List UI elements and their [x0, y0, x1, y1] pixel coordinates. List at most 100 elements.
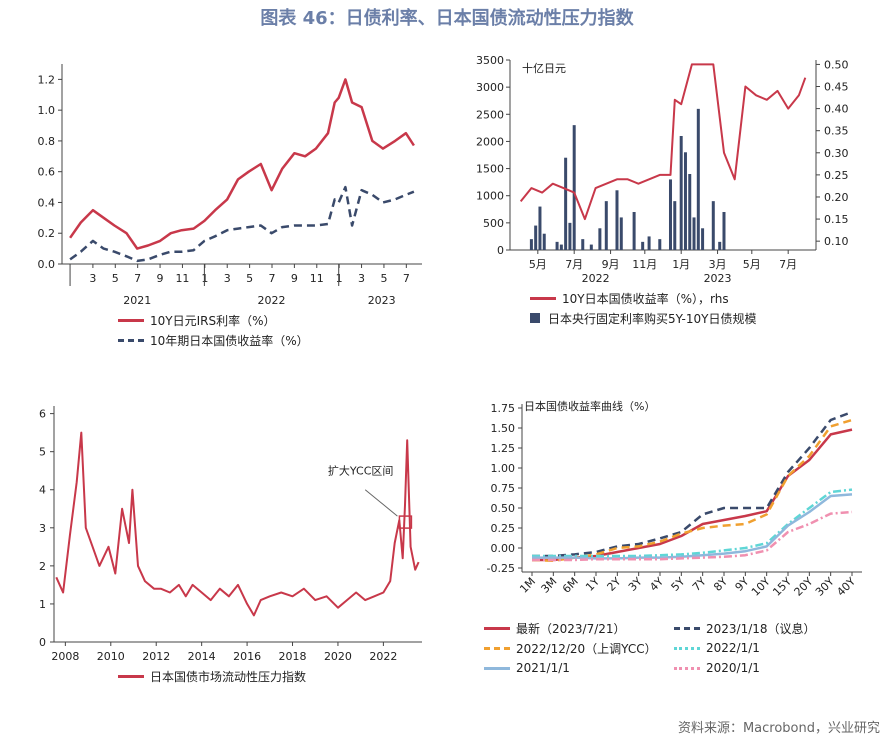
x-tick-label: 9月: [602, 258, 620, 271]
x-tick-label: 9Y: [733, 575, 752, 594]
legend-item: 2022/12/20（上调YCC）: [484, 638, 674, 658]
x-tick-label: 1月: [672, 258, 690, 271]
bar-purchase: [632, 212, 636, 250]
series-curve-line: [532, 410, 853, 558]
x-tick-label: 7: [269, 272, 276, 285]
x-tick-label: 3月: [709, 258, 727, 271]
y-tick-label: 0.25: [491, 522, 516, 535]
bar-purchase: [673, 201, 677, 250]
legend-swatch: [484, 623, 510, 633]
bar-purchase: [538, 206, 542, 250]
bar-purchase: [598, 228, 602, 250]
bar-purchase: [668, 179, 672, 250]
x-tick-label: 9: [157, 272, 164, 285]
bar-purchase: [581, 239, 585, 250]
annotation-label: 扩大YCC区间: [328, 464, 393, 478]
x-tick-label: 2014: [188, 650, 216, 663]
bar-purchase: [619, 217, 623, 250]
legend-yield-curve: 最新（2023/7/21） 2023/1/18（议息） 2022/12/20（上调Y…: [484, 618, 884, 678]
y-tick-label-right: 0.30: [824, 147, 849, 160]
y-tick-label: 0.4: [38, 196, 56, 209]
x-tick-label: 5: [380, 272, 387, 285]
x-tick-label: 2012: [142, 650, 170, 663]
bar-purchase: [568, 222, 572, 250]
y-tick-label-right: 0.20: [824, 191, 849, 204]
y-tick-label: -0.25: [487, 562, 515, 575]
x-tick-label: 40Y: [834, 575, 858, 599]
legend-swatch: [530, 293, 556, 303]
x-tick-label: 3M: [539, 575, 560, 596]
series-curve-line: [531, 418, 853, 563]
y-tick-label: 1.75: [491, 402, 516, 415]
bar-purchase: [572, 125, 576, 250]
series-curve-line: [532, 428, 853, 562]
legend-item: 2020/1/1: [674, 658, 874, 678]
series-curve-line: [532, 488, 853, 558]
legend-label: 日本国债市场流动性压力指数: [150, 669, 307, 684]
y-tick-label-left: 2000: [476, 135, 504, 148]
x-tick-label: 11月: [632, 258, 657, 271]
x-tick-label: 3: [358, 272, 365, 285]
legend-label: 最新（2023/7/21）: [516, 621, 626, 636]
bar-purchase: [615, 190, 619, 250]
legend-liquidity-index: 日本国债市场流动性压力指数: [118, 666, 306, 686]
x-tick-label: 5Y: [669, 575, 688, 594]
y-tick-label: 1.2: [38, 73, 56, 86]
annotation-box: [398, 515, 413, 529]
x-tick-label: 2022: [369, 650, 397, 663]
legend-label: 2022/1/1: [706, 641, 760, 655]
unit-label: 日本国债收益率曲线（%）: [524, 399, 655, 413]
x-tick-label: 2016: [233, 650, 261, 663]
x-tick-label: 2018: [279, 650, 307, 663]
x-tick-label: 1Y: [583, 575, 602, 594]
x-tick-label: 30Y: [813, 575, 837, 599]
y-tick-label-right: 0.35: [824, 125, 849, 138]
x-tick-label: 2008: [51, 650, 79, 663]
bar-purchase: [701, 228, 705, 250]
x-tick-label: 7: [134, 272, 141, 285]
x-tick-label: 5月: [529, 258, 547, 271]
legend-swatch: [674, 663, 700, 673]
x-tick-label: 3Y: [626, 575, 645, 594]
x-tick-label: 2010: [97, 650, 125, 663]
legend-label: 2020/1/1: [706, 661, 760, 675]
x-tick-label: 2020: [324, 650, 352, 663]
legend-label: 10Y日元IRS利率（%）: [150, 313, 276, 328]
y-tick-label-left: 2500: [476, 108, 504, 121]
series-curve-line: [532, 493, 853, 560]
y-tick-label: 4: [39, 484, 46, 497]
y-tick-label: 0.00: [491, 542, 516, 555]
legend-item: 日本央行固定利率购买5Y-10Y日债规模: [530, 308, 756, 328]
legend-item: 最新（2023/7/21）: [484, 618, 674, 638]
y-tick-label: 2: [39, 560, 46, 573]
legend-item: 10年期日本国债收益率（%）: [118, 330, 309, 350]
year-label: 2022: [582, 272, 610, 285]
y-tick-label-right: 0.45: [824, 81, 849, 94]
x-tick-label: 10Y: [749, 575, 773, 599]
y-tick-label-left: 3500: [476, 54, 504, 67]
x-tick-label: 11: [310, 272, 324, 285]
y-tick-label-right: 0.25: [824, 169, 849, 182]
x-tick-label: 6M: [560, 575, 581, 596]
x-tick-label: 3: [224, 272, 231, 285]
legend-label: 2021/1/1: [516, 661, 570, 675]
y-tick-label: 0.0: [38, 258, 56, 271]
legend-irs-jgb: 10Y日元IRS利率（%） 10年期日本国债收益率（%）: [118, 310, 309, 350]
y-tick-label: 1.00: [491, 462, 516, 475]
y-tick-label-left: 1000: [476, 190, 504, 203]
y-tick-label: 1: [39, 598, 46, 611]
legend-label: 10Y日本国债收益率（%），rhs: [562, 291, 729, 306]
legend-item: 10Y日本国债收益率（%），rhs: [530, 288, 756, 308]
legend-item: 2022/1/1: [674, 638, 874, 658]
series-irs-line: [69, 78, 415, 250]
x-tick-label: 5: [112, 272, 119, 285]
y-tick-label-left: 3000: [476, 81, 504, 94]
unit-label: 十亿日元: [522, 61, 566, 75]
bar-purchase: [658, 239, 662, 250]
annotation-arrow: [364, 489, 398, 517]
y-tick-label: 6: [39, 408, 46, 421]
legend-swatch: [674, 623, 700, 633]
y-tick-label-right: 0.40: [824, 103, 849, 116]
y-tick-label-left: 500: [483, 217, 504, 230]
y-tick-label: 3: [39, 522, 46, 535]
